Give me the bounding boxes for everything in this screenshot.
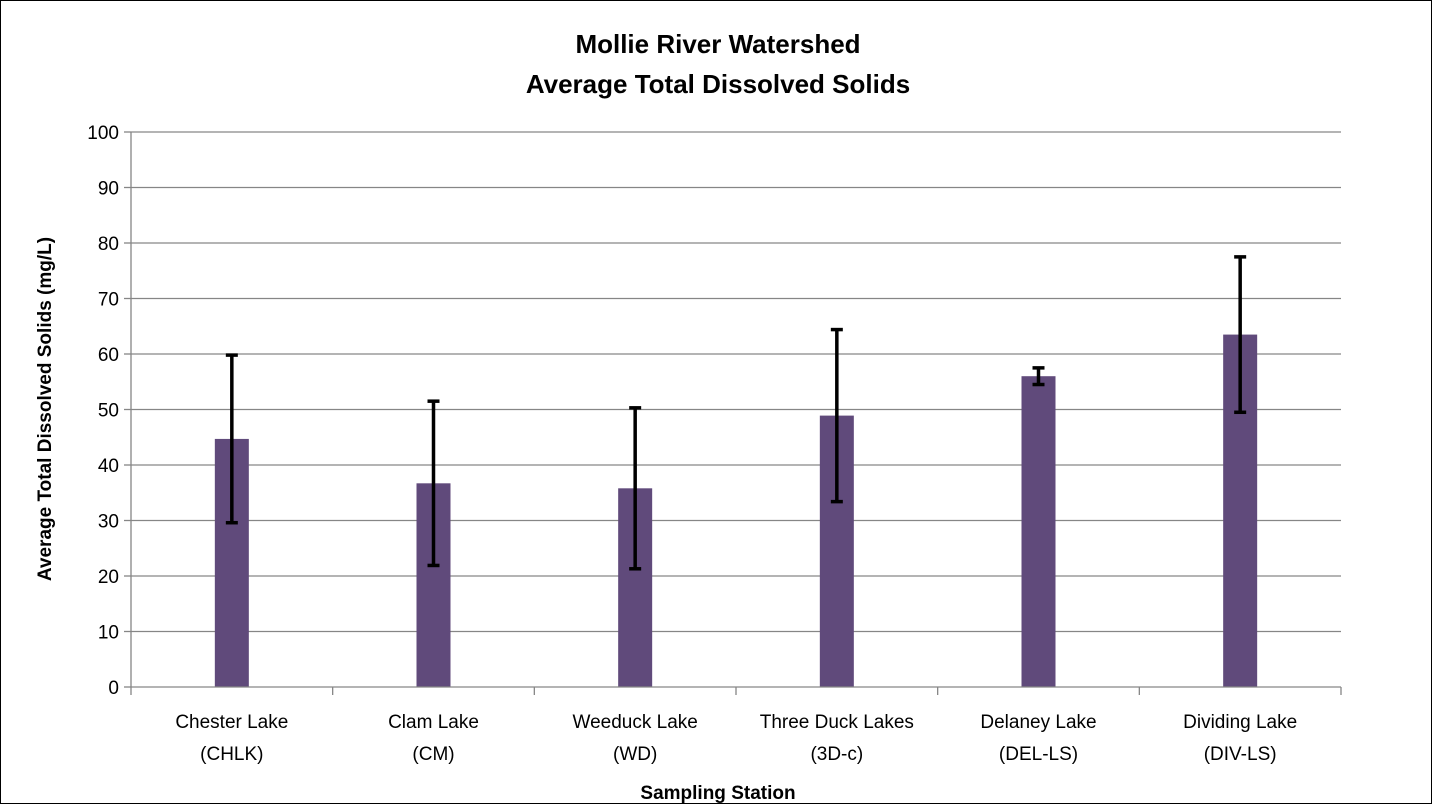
x-tick-label: Chester Lake (175, 712, 288, 733)
x-tick-label: (DIV-LS) (1204, 744, 1277, 765)
bars (214, 334, 1258, 687)
x-tick-label: (WD) (613, 744, 657, 765)
y-tick-label: 0 (108, 678, 119, 699)
y-axis-title: Average Total Dissolved Solids (mg/L) (35, 237, 56, 581)
y-tick-label: 80 (98, 234, 119, 255)
x-tick-label: (DEL-LS) (999, 744, 1078, 765)
y-tick-label: 70 (98, 290, 119, 311)
error-bar (1032, 366, 1045, 387)
error-bar (1234, 255, 1247, 415)
y-tick-label: 100 (87, 123, 119, 144)
y-tick-labels: 0 10 20 30 40 50 60 70 80 90 100 (87, 123, 119, 699)
chart-subtitle: Average Total Dissolved Solids (526, 69, 910, 99)
x-tick-label: Delaney Lake (980, 712, 1096, 733)
bar (1021, 376, 1056, 687)
x-axis-title: Sampling Station (640, 783, 795, 803)
error-bars (225, 255, 1247, 571)
error-bar (830, 327, 843, 504)
error-bar (629, 406, 642, 571)
x-tick-label: Three Duck Lakes (760, 712, 914, 733)
x-tick-label: Clam Lake (388, 712, 479, 733)
error-bar (225, 353, 238, 525)
y-tick-label: 10 (98, 623, 119, 644)
y-tick-label: 30 (98, 512, 119, 533)
y-tick-label: 50 (98, 401, 119, 422)
error-bar (427, 399, 440, 568)
axes (124, 131, 1342, 695)
chart-title: Mollie River Watershed (575, 29, 860, 59)
gridlines (131, 131, 1341, 633)
x-tick-label: (CHLK) (200, 744, 263, 765)
y-tick-label: 60 (98, 345, 119, 366)
x-tick-label: Dividing Lake (1183, 712, 1297, 733)
y-tick-label: 90 (98, 179, 119, 200)
x-tick-label: Weeduck Lake (572, 712, 697, 733)
x-tick-label: (3D-c) (810, 744, 863, 765)
y-tick-label: 20 (98, 567, 119, 588)
x-tick-label: (CM) (412, 744, 454, 765)
x-tick-labels: Chester Lake (CHLK) Clam Lake (CM) Weeduck L… (175, 712, 1297, 765)
y-tick-label: 40 (98, 456, 119, 477)
